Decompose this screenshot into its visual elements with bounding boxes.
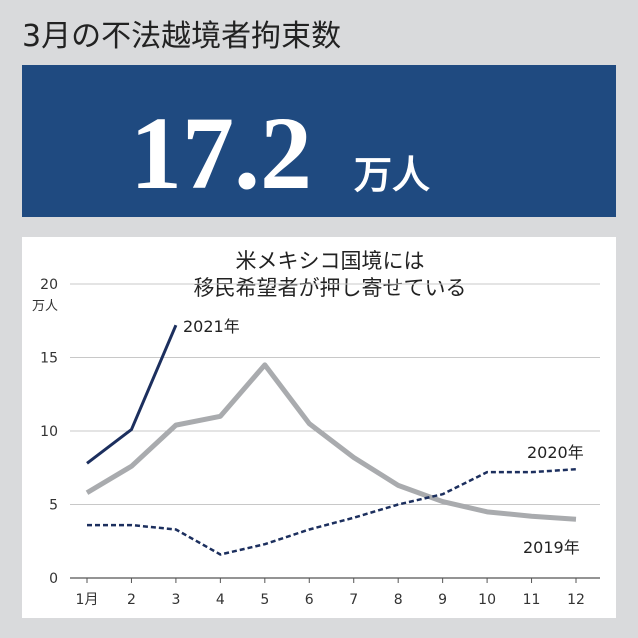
chart-title: 米メキシコ国境には [236, 249, 425, 273]
banner-value: 17.2 [130, 96, 312, 211]
x-tick-label: 8 [394, 592, 403, 608]
banner [22, 65, 616, 217]
series-line [85, 362, 577, 522]
x-tick-label: 6 [305, 592, 314, 608]
series-label: 2020年 [527, 443, 584, 462]
x-tick-label: 11 [523, 592, 541, 608]
x-tick-label: 10 [478, 592, 496, 608]
banner-unit: 万人 [354, 153, 430, 197]
series-label: 2019年 [523, 538, 580, 557]
x-tick-label: 7 [349, 592, 358, 608]
chart-title: 移民希望者が押し寄せている [194, 276, 467, 300]
x-tick-label: 4 [216, 592, 225, 608]
chart-panel [22, 237, 616, 618]
x-tick-label: 12 [567, 592, 585, 608]
series-line [87, 467, 577, 556]
x-tick-label: 3 [171, 592, 180, 608]
y-tick-label: 15 [40, 351, 58, 367]
y-tick-label: 0 [49, 571, 58, 587]
x-tick-label: 9 [438, 592, 447, 608]
series-label: 2021年 [183, 317, 240, 336]
y-tick-label: 20 [40, 277, 58, 293]
page-title: 3月の不法越境者拘束数 [22, 19, 341, 54]
y-tick-label: 5 [49, 498, 58, 514]
series-line [86, 324, 178, 465]
x-tick-label: 5 [260, 592, 269, 608]
x-tick-label: 1月 [76, 592, 99, 608]
x-tick-label: 2 [127, 592, 136, 608]
y-tick-label: 10 [40, 424, 58, 440]
y-unit: 万人 [32, 299, 58, 314]
